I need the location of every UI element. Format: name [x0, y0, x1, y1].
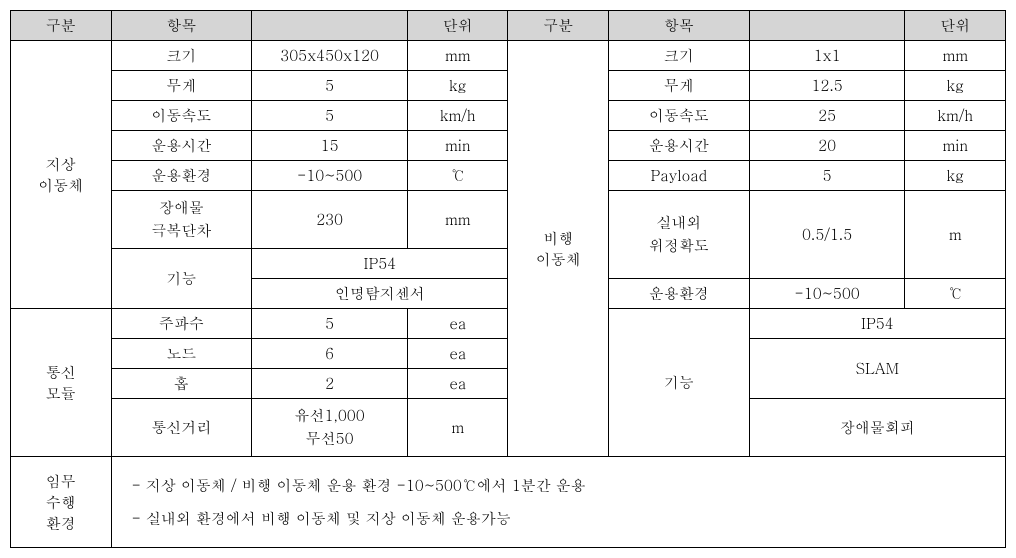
cell: kg	[905, 71, 1006, 101]
cell: km/h	[905, 101, 1006, 131]
cell: 장애물회피	[749, 399, 1005, 457]
cell: 5	[252, 71, 408, 101]
cell: 크기	[608, 41, 749, 71]
cell: -10~500	[749, 279, 905, 309]
cell: 1x1	[749, 41, 905, 71]
mission-line-2: - 실내외 환경에서 비행 이동체 및 지상 이동체 운용가능	[132, 502, 998, 535]
cell: 통신거리	[111, 399, 252, 457]
cell: kg	[905, 161, 1006, 191]
hdr-hangmok-r: 항목	[608, 11, 749, 41]
cell: 기능	[608, 309, 749, 457]
cell: ℃	[905, 279, 1006, 309]
cell: 운용환경	[111, 161, 252, 191]
hdr-unit-l: 단위	[407, 11, 508, 41]
cell: 230	[252, 191, 408, 249]
cell: mm	[407, 41, 508, 71]
cell: mm	[905, 41, 1006, 71]
section-mission: 임무수행환경	[11, 457, 112, 548]
cell: 5	[252, 309, 408, 339]
cell: 이동속도	[111, 101, 252, 131]
cell: 주파수	[111, 309, 252, 339]
mission-row: 임무수행환경 - 지상 이동체 / 비행 이동체 운용 환경 -10~500℃에…	[11, 457, 1006, 548]
hdr-hangmok-l: 항목	[111, 11, 252, 41]
cell: 노드	[111, 339, 252, 369]
cell: mm	[407, 191, 508, 249]
mission-line-1: - 지상 이동체 / 비행 이동체 운용 환경 -10~500℃에서 1분간 운…	[132, 469, 998, 502]
cell: ea	[407, 339, 508, 369]
cell: km/h	[407, 101, 508, 131]
section-ground: 지상이동체	[11, 41, 112, 309]
cell: 15	[252, 131, 408, 161]
cell: IP54	[749, 309, 1005, 339]
cell: ea	[407, 309, 508, 339]
hdr-unit-r: 단위	[905, 11, 1006, 41]
cell: kg	[407, 71, 508, 101]
cell: 0.5/1.5	[749, 191, 905, 279]
hdr-blank-l	[252, 11, 408, 41]
cell: ea	[407, 369, 508, 399]
cell: -10~500	[252, 161, 408, 191]
hdr-gubun-l: 구분	[11, 11, 112, 41]
cell: 운용환경	[608, 279, 749, 309]
cell: 25	[749, 101, 905, 131]
cell: 5	[749, 161, 905, 191]
section-flight: 비행이동체	[508, 41, 609, 457]
cell: m	[407, 399, 508, 457]
cell: 2	[252, 369, 408, 399]
cell: 이동속도	[608, 101, 749, 131]
header-row: 구분 항목 단위 구분 항목 단위	[11, 11, 1006, 41]
cell: SLAM	[749, 339, 1005, 399]
cell: 유선1,000무선50	[252, 399, 408, 457]
cell: 운용시간	[608, 131, 749, 161]
table-row: 지상이동체 크기 305x450x120 mm 비행이동체 크기 1x1 mm	[11, 41, 1006, 71]
cell: ℃	[407, 161, 508, 191]
cell: 장애물극복단차	[111, 191, 252, 249]
hdr-blank-r	[749, 11, 905, 41]
hdr-gubun-r: 구분	[508, 11, 609, 41]
cell: 실내외위정확도	[608, 191, 749, 279]
cell: 12.5	[749, 71, 905, 101]
cell: IP54	[252, 249, 508, 279]
cell: min	[905, 131, 1006, 161]
cell: 기능	[111, 249, 252, 309]
cell: 무게	[111, 71, 252, 101]
cell: 5	[252, 101, 408, 131]
section-comm: 통신모듈	[11, 309, 112, 457]
cell: Payload	[608, 161, 749, 191]
cell: 305x450x120	[252, 41, 408, 71]
cell: 20	[749, 131, 905, 161]
spec-table: 구분 항목 단위 구분 항목 단위 지상이동체 크기 305x450x120 m…	[10, 10, 1006, 548]
cell: 운용시간	[111, 131, 252, 161]
cell: 홉	[111, 369, 252, 399]
mission-content: - 지상 이동체 / 비행 이동체 운용 환경 -10~500℃에서 1분간 운…	[111, 457, 1006, 548]
cell: m	[905, 191, 1006, 279]
cell: 무게	[608, 71, 749, 101]
cell: min	[407, 131, 508, 161]
cell: 6	[252, 339, 408, 369]
cell: 크기	[111, 41, 252, 71]
cell: 인명탐지센서	[252, 279, 508, 309]
